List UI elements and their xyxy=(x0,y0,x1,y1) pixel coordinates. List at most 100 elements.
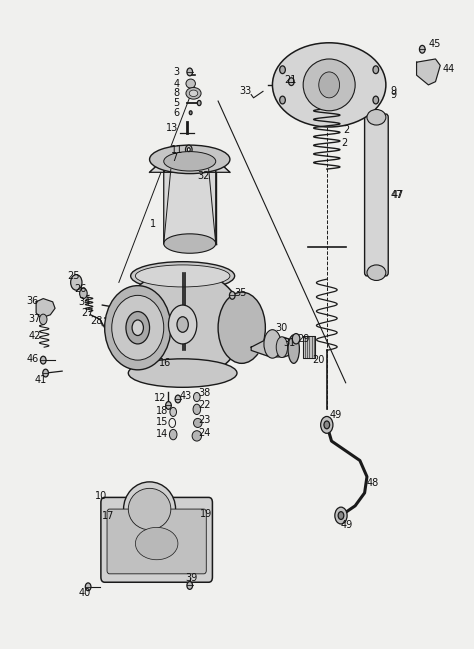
Ellipse shape xyxy=(264,330,281,358)
Circle shape xyxy=(175,395,181,403)
Text: 49: 49 xyxy=(329,410,341,420)
Ellipse shape xyxy=(136,528,178,559)
Text: 2: 2 xyxy=(341,138,347,148)
Ellipse shape xyxy=(105,286,171,370)
Circle shape xyxy=(193,393,200,402)
Ellipse shape xyxy=(218,292,265,363)
Text: 11: 11 xyxy=(171,145,183,154)
Circle shape xyxy=(335,507,347,524)
Circle shape xyxy=(187,68,192,76)
Text: 20: 20 xyxy=(313,355,325,365)
Text: 9: 9 xyxy=(391,90,397,99)
Circle shape xyxy=(229,291,235,299)
Text: 32: 32 xyxy=(197,171,209,180)
Ellipse shape xyxy=(303,59,355,111)
Ellipse shape xyxy=(367,110,386,125)
Polygon shape xyxy=(150,160,230,243)
Circle shape xyxy=(289,78,294,86)
Ellipse shape xyxy=(288,335,300,363)
Text: 43: 43 xyxy=(179,391,191,400)
Text: 10: 10 xyxy=(95,491,108,501)
Text: 18: 18 xyxy=(156,406,168,415)
Text: 7: 7 xyxy=(171,153,177,163)
FancyBboxPatch shape xyxy=(365,114,388,276)
Ellipse shape xyxy=(150,145,230,173)
Text: 41: 41 xyxy=(35,374,47,385)
Ellipse shape xyxy=(131,262,235,290)
Text: 9: 9 xyxy=(391,86,397,96)
Text: 30: 30 xyxy=(276,323,288,333)
Ellipse shape xyxy=(164,152,216,171)
FancyBboxPatch shape xyxy=(101,497,212,582)
Circle shape xyxy=(338,511,344,519)
Text: 6: 6 xyxy=(173,108,179,117)
Circle shape xyxy=(193,404,201,415)
Ellipse shape xyxy=(193,419,202,428)
Text: 29: 29 xyxy=(298,334,310,344)
Text: 24: 24 xyxy=(198,428,210,437)
Text: 48: 48 xyxy=(367,478,379,488)
Circle shape xyxy=(187,148,190,152)
Circle shape xyxy=(165,402,171,410)
Polygon shape xyxy=(417,59,440,85)
Circle shape xyxy=(324,421,329,429)
Text: 2: 2 xyxy=(343,125,350,135)
Circle shape xyxy=(71,275,82,290)
Text: 25: 25 xyxy=(67,271,79,281)
Text: 38: 38 xyxy=(198,388,210,398)
Ellipse shape xyxy=(124,482,175,536)
Circle shape xyxy=(187,582,192,589)
Text: 46: 46 xyxy=(27,354,39,364)
Text: 34: 34 xyxy=(79,297,91,307)
Circle shape xyxy=(40,356,46,364)
Text: 15: 15 xyxy=(156,417,168,427)
Circle shape xyxy=(280,66,285,73)
Text: 19: 19 xyxy=(200,509,212,519)
Text: 13: 13 xyxy=(166,123,178,132)
Circle shape xyxy=(185,145,192,154)
Text: 37: 37 xyxy=(28,314,40,324)
Text: 22: 22 xyxy=(198,400,211,410)
Text: 45: 45 xyxy=(428,39,441,49)
Text: 14: 14 xyxy=(156,429,168,439)
Text: 27: 27 xyxy=(81,308,93,318)
Ellipse shape xyxy=(112,295,164,360)
Ellipse shape xyxy=(186,79,195,88)
Text: 17: 17 xyxy=(102,511,115,520)
Text: 47: 47 xyxy=(392,190,404,200)
Text: 1: 1 xyxy=(150,219,155,229)
Circle shape xyxy=(168,305,197,344)
Ellipse shape xyxy=(319,72,339,98)
Text: 8: 8 xyxy=(173,88,179,98)
Text: 16: 16 xyxy=(159,358,171,369)
Circle shape xyxy=(373,66,379,73)
Text: 33: 33 xyxy=(239,86,252,96)
Text: 4: 4 xyxy=(173,79,179,89)
Polygon shape xyxy=(303,336,315,358)
Text: 23: 23 xyxy=(198,415,210,424)
Ellipse shape xyxy=(367,265,386,280)
Polygon shape xyxy=(251,337,294,357)
Circle shape xyxy=(419,45,425,53)
Text: 40: 40 xyxy=(79,588,91,598)
Circle shape xyxy=(280,96,285,104)
Circle shape xyxy=(39,314,47,324)
Text: 26: 26 xyxy=(74,284,86,294)
Ellipse shape xyxy=(124,501,175,556)
Text: 12: 12 xyxy=(155,393,167,402)
Circle shape xyxy=(189,111,192,115)
Ellipse shape xyxy=(276,337,288,358)
Ellipse shape xyxy=(189,90,198,97)
FancyBboxPatch shape xyxy=(107,509,206,574)
Text: 39: 39 xyxy=(185,573,197,583)
Circle shape xyxy=(43,369,48,377)
Circle shape xyxy=(80,288,87,299)
Text: 36: 36 xyxy=(27,295,39,306)
Ellipse shape xyxy=(128,359,237,387)
Ellipse shape xyxy=(128,488,171,530)
Circle shape xyxy=(169,430,177,440)
Text: 5: 5 xyxy=(173,98,180,108)
Text: 49: 49 xyxy=(341,520,353,530)
Ellipse shape xyxy=(192,431,201,441)
Ellipse shape xyxy=(136,265,230,287)
